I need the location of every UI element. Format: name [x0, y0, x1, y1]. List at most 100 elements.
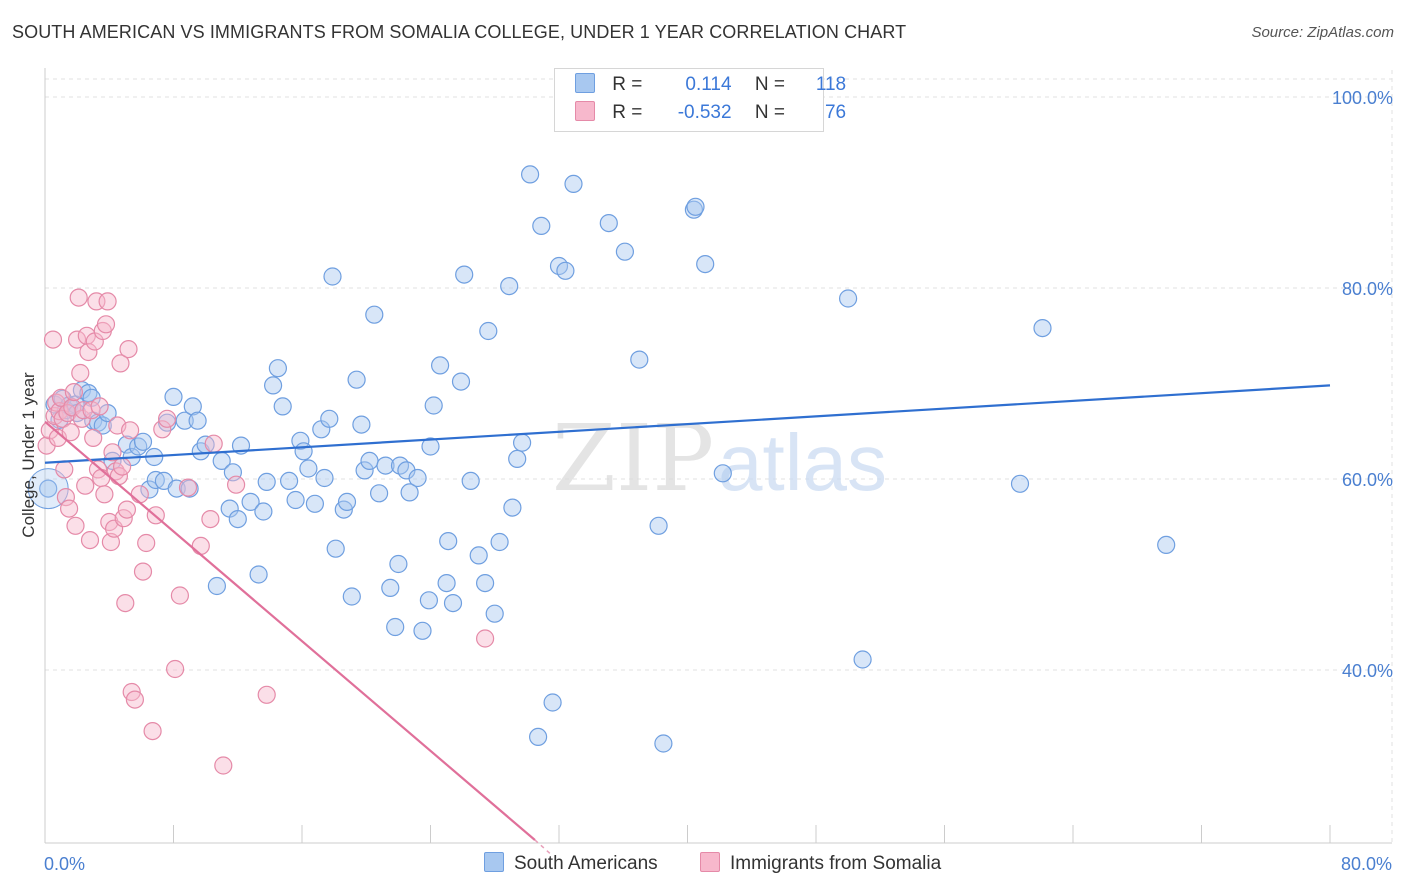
point-south-americans: [286, 490, 305, 510]
point-south-americans: [615, 242, 635, 261]
legend-r-value: -0.532: [677, 102, 732, 123]
legend-swatch-blue: [484, 852, 504, 872]
point-somalia: [96, 315, 116, 334]
point-south-americans: [630, 350, 649, 369]
point-south-americans: [376, 456, 395, 475]
point-south-americans: [696, 255, 715, 274]
point-south-americans: [599, 214, 618, 233]
point-somalia: [201, 509, 220, 529]
point-somalia: [166, 659, 185, 679]
point-south-americans: [133, 432, 153, 451]
point-somalia: [143, 721, 162, 741]
point-somalia: [59, 499, 79, 518]
legend-r-label: R =: [612, 102, 643, 123]
point-south-americans: [355, 461, 374, 480]
point-south-americans: [528, 727, 548, 747]
point-somalia: [204, 434, 223, 453]
point-south-americans: [508, 449, 527, 468]
point-south-americans: [451, 372, 471, 391]
legend-item-south-americans: South Americans: [484, 852, 658, 875]
point-south-americans: [360, 451, 379, 470]
legend-row-somalia: R = -0.532 N = 76: [575, 101, 846, 127]
point-somalia: [112, 457, 132, 476]
point-south-americans: [479, 321, 498, 341]
point-somalia: [64, 383, 84, 402]
legend-row-south-americans: R = 0.114 N = 118: [575, 73, 846, 99]
point-south-americans: [684, 200, 704, 219]
point-south-americans: [180, 479, 199, 498]
point-somalia: [56, 488, 76, 507]
point-south-americans: [838, 289, 858, 308]
point-south-americans: [291, 431, 310, 450]
point-south-americans: [188, 411, 207, 430]
point-somalia: [111, 354, 130, 373]
legend-n-label: N =: [754, 74, 785, 95]
point-south-americans: [443, 593, 463, 613]
legend-item-somalia: Immigrants from Somalia: [700, 852, 941, 875]
point-somalia: [66, 516, 85, 535]
point-south-americans: [342, 587, 361, 606]
point-south-americans: [437, 573, 456, 593]
y-axis-title: College, Under 1 year: [19, 372, 38, 538]
series-somalia-points: [37, 288, 495, 775]
point-somalia: [90, 397, 109, 416]
point-south-americans: [140, 480, 159, 499]
point-south-americans: [532, 216, 551, 235]
point-somalia: [117, 500, 137, 519]
watermark-atlas: atlas: [718, 418, 887, 507]
point-south-americans: [654, 734, 673, 753]
point-south-americans: [175, 411, 194, 430]
point-somalia: [69, 288, 88, 307]
legend-label: Immigrants from Somalia: [730, 853, 942, 874]
point-south-americans: [39, 479, 58, 498]
point-south-americans: [365, 305, 384, 324]
point-south-americans: [337, 492, 357, 511]
point-somalia: [153, 420, 172, 439]
point-south-americans: [1157, 535, 1176, 555]
point-south-americans: [389, 554, 408, 574]
legend-n-value: 76: [824, 102, 847, 123]
point-somalia: [133, 562, 153, 581]
stats-legend: R = 0.114 N = 118 R = -0.532 N = 76: [554, 68, 846, 132]
point-south-americans: [294, 442, 313, 461]
point-south-americans: [431, 356, 450, 375]
point-somalia: [95, 485, 114, 504]
point-south-americans: [556, 261, 575, 280]
point-south-americans: [315, 468, 334, 488]
point-south-americans: [299, 459, 318, 478]
point-south-americans: [183, 397, 202, 416]
point-south-americans: [713, 464, 732, 483]
x-tick-label: 0.0%: [44, 854, 85, 874]
point-somalia: [137, 533, 156, 553]
point-somalia: [55, 460, 74, 479]
point-somalia: [121, 421, 140, 440]
point-south-americans: [469, 546, 488, 565]
legend-r-value: 0.114: [685, 74, 732, 95]
point-somalia: [80, 530, 100, 550]
point-south-americans: [461, 471, 480, 490]
point-somalia: [257, 685, 276, 704]
series-legend: South Americans Immigrants from Somalia: [0, 852, 1406, 878]
point-south-americans: [386, 617, 405, 637]
tick-labels: 100.0% 80.0% 60.0% 40.0% 0.0% 80.0%: [44, 88, 1393, 874]
point-somalia: [158, 409, 177, 428]
point-somalia: [98, 292, 117, 311]
legend-r-label: R =: [612, 74, 643, 95]
y-tick-label: 100.0%: [1332, 88, 1393, 108]
point-south-americans: [347, 370, 366, 389]
legend-n-value: 118: [815, 74, 847, 95]
point-south-americans: [408, 468, 427, 488]
point-south-americans: [400, 483, 419, 502]
point-south-americans: [853, 650, 872, 669]
watermark-zip: ZIP: [552, 405, 714, 512]
point-somalia: [191, 536, 210, 556]
point-south-americans: [419, 591, 438, 610]
point-south-americans: [543, 693, 562, 712]
point-somalia: [103, 443, 122, 462]
trend-line-south-americans: [44, 384, 1331, 464]
point-south-americans: [323, 267, 342, 286]
point-south-americans: [305, 494, 324, 513]
point-south-americans: [241, 492, 260, 511]
series-south-americans-points: [27, 165, 1176, 753]
